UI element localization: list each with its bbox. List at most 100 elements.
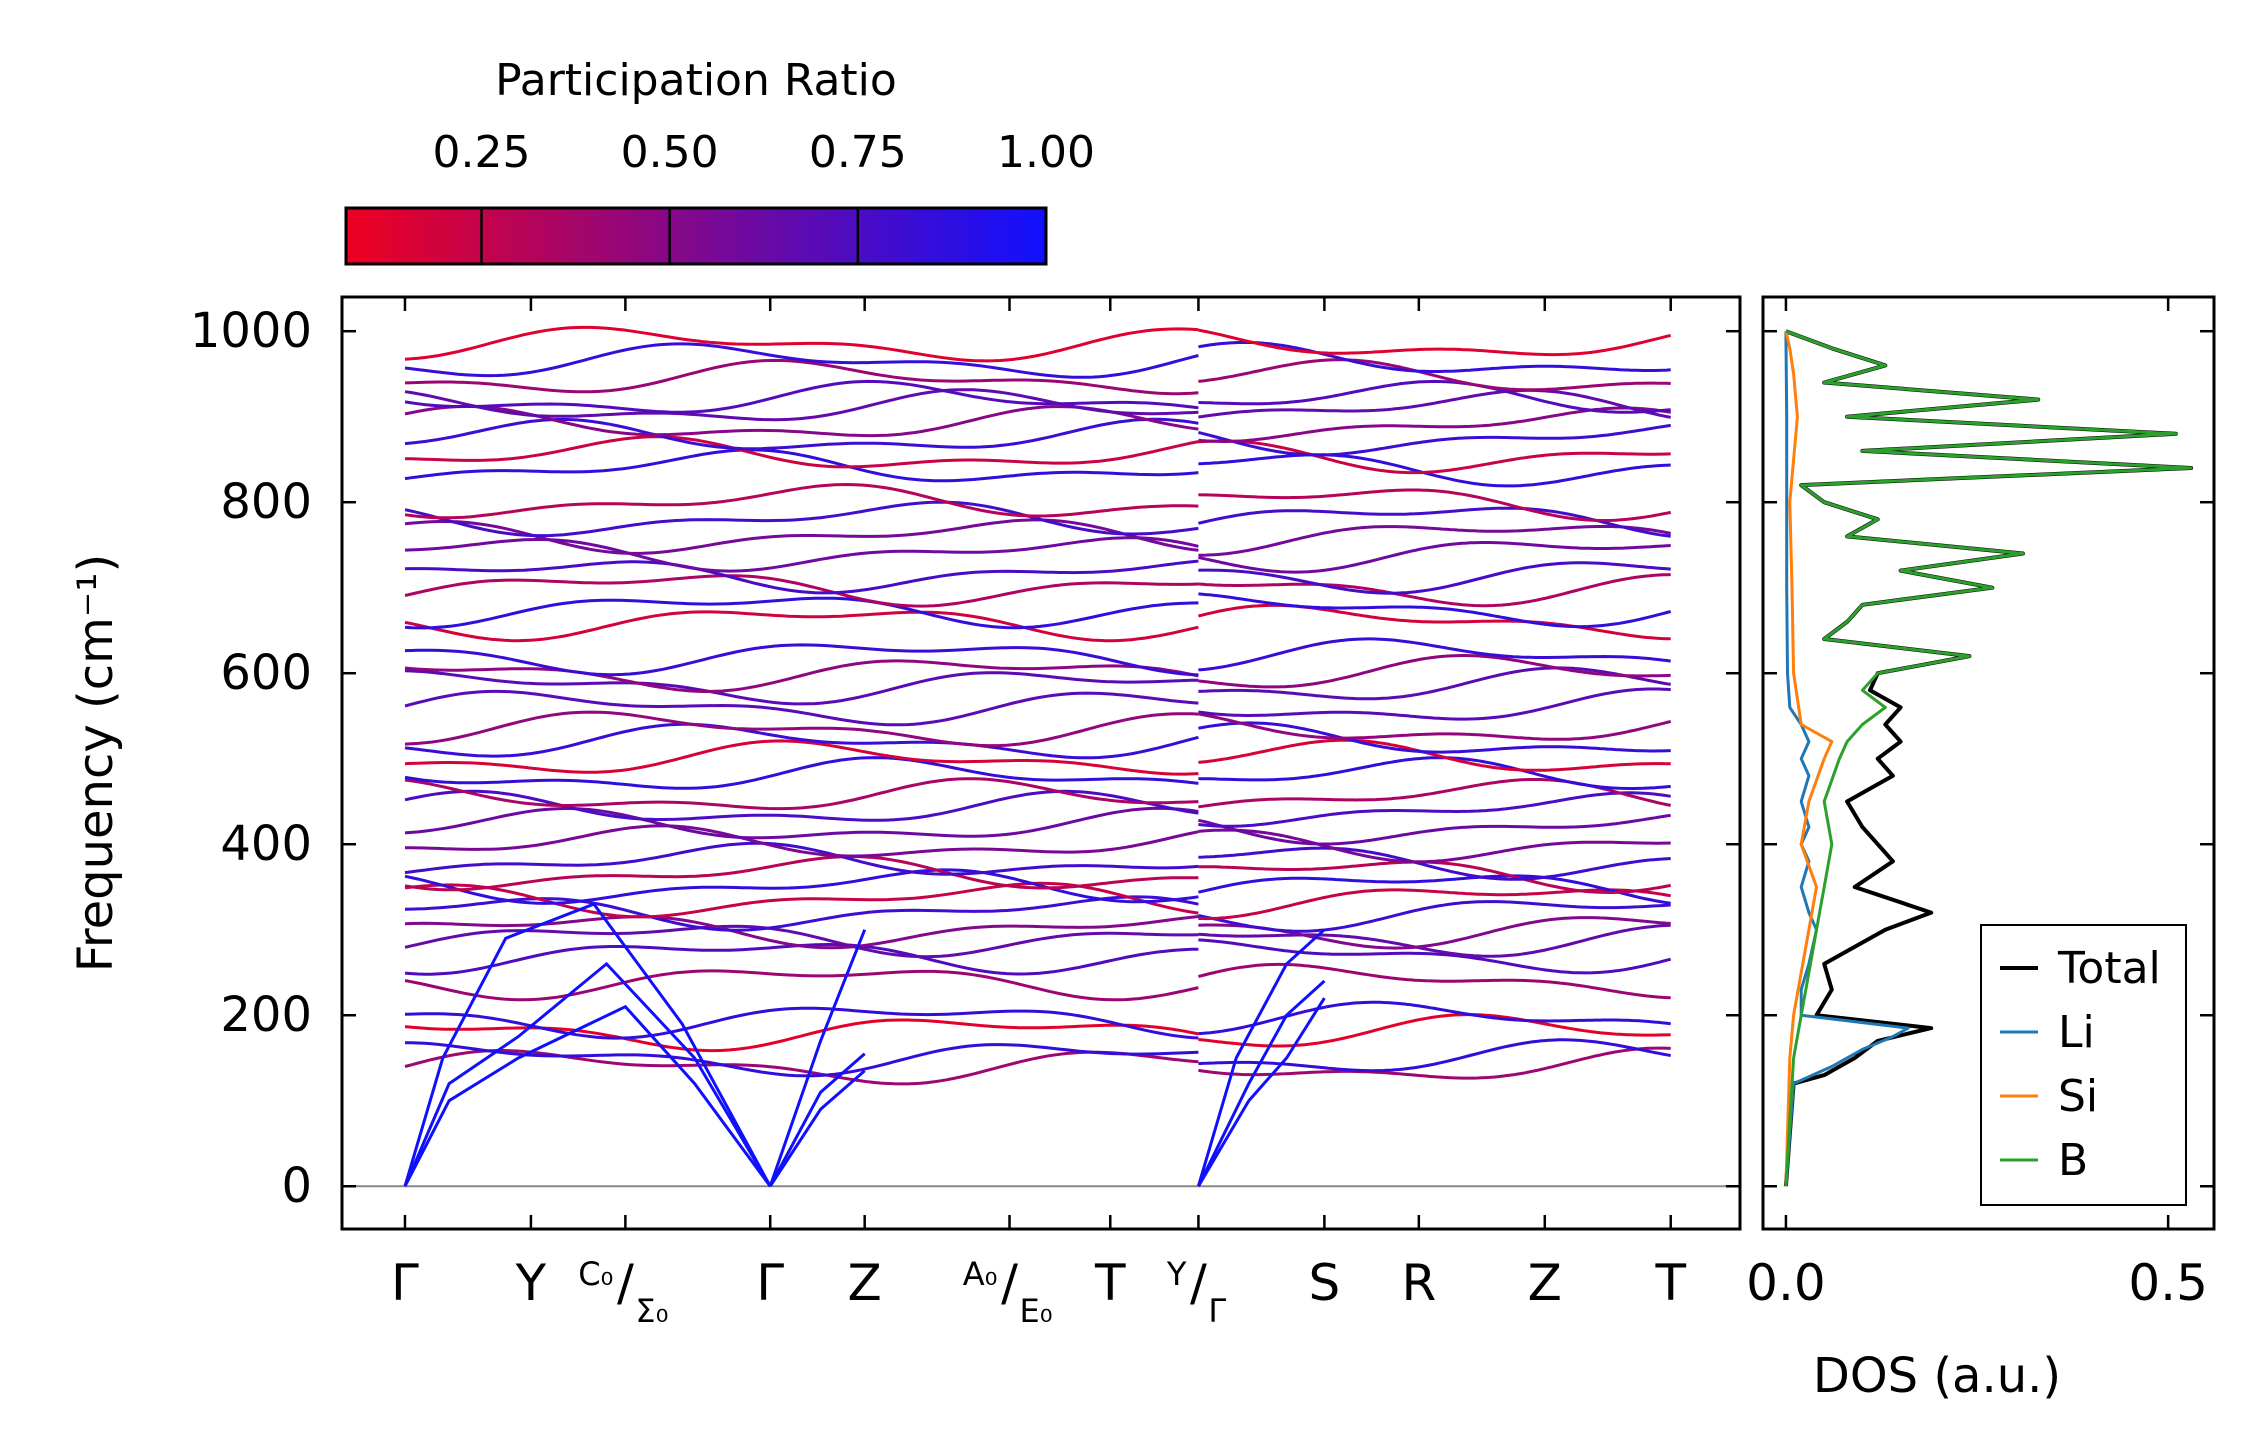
dos-series-li	[1784, 331, 1910, 1187]
optical-band	[404, 435, 1199, 469]
k-point-label: Γ	[756, 1254, 784, 1312]
optical-band	[1198, 687, 1671, 721]
optical-band	[404, 722, 1199, 760]
k-point-label: S	[1309, 1254, 1341, 1312]
y-tick-label: 200	[220, 987, 312, 1043]
optical-band	[1198, 654, 1671, 689]
optical-band	[1198, 874, 1671, 905]
dos-panel-frame	[1761, 295, 2216, 1231]
legend-label: Si	[2058, 1071, 2098, 1122]
k-point-label-num: C₀	[578, 1255, 613, 1293]
optical-band	[1198, 340, 1671, 373]
k-point-label: Γ	[391, 1254, 419, 1312]
optical-band	[404, 881, 1199, 919]
optical-band	[1198, 1038, 1671, 1073]
optical-band	[1198, 916, 1671, 950]
dos-x-tick-label: 0.0	[1746, 1254, 1826, 1312]
colorbar-title: Participation Ratio	[495, 55, 897, 106]
acoustic-band	[768, 929, 867, 1187]
optical-band	[1198, 666, 1671, 701]
optical-band	[1198, 488, 1672, 522]
y-axis-label: Frequency (cm⁻¹)	[68, 554, 124, 972]
optical-band	[404, 710, 1199, 748]
colorbar-tick-label: 0.50	[621, 127, 719, 178]
optical-band	[1198, 561, 1671, 595]
optical-band	[404, 868, 1199, 905]
legend-label: Li	[2058, 1007, 2095, 1058]
optical-band	[1198, 923, 1671, 958]
k-point-label-num: A₀	[963, 1255, 998, 1293]
optical-band	[1198, 938, 1672, 975]
dos-x-tick-label: 0.5	[2128, 1254, 2208, 1312]
band-panel-frame	[340, 295, 1742, 1231]
optical-band	[404, 942, 1199, 976]
acoustic-band	[1196, 928, 1326, 1187]
k-point-split-label: C₀ / Σ₀	[578, 1254, 668, 1330]
optical-band	[404, 689, 1199, 727]
optical-band	[1198, 637, 1671, 672]
optical-band	[1198, 524, 1672, 557]
legend-box	[1980, 924, 2187, 1206]
optical-band	[1198, 813, 1671, 846]
optical-band	[1198, 900, 1671, 933]
optical-band	[404, 379, 1199, 414]
k-point-label: Z	[848, 1254, 882, 1312]
optical-band	[404, 739, 1199, 776]
y-tick-label: 600	[220, 645, 312, 701]
acoustic-band	[768, 1052, 866, 1187]
optical-band	[404, 610, 1199, 643]
optical-band	[1198, 453, 1671, 488]
colorbar-tick-label: 0.25	[432, 127, 530, 178]
optical-band	[404, 1006, 1199, 1040]
dos-series-si	[1784, 330, 1834, 1187]
legend-label: B	[2058, 1135, 2088, 1186]
y-tick-label: 0	[281, 1158, 312, 1214]
optical-band	[1198, 712, 1672, 741]
optical-band	[1198, 388, 1671, 419]
optical-band	[1198, 573, 1671, 608]
optical-band	[1198, 592, 1672, 629]
k-point-label: R	[1401, 1254, 1436, 1312]
acoustic-band	[1197, 997, 1326, 1187]
optical-band	[404, 1041, 1199, 1078]
optical-band	[404, 448, 1199, 483]
optical-band	[1198, 358, 1671, 392]
optical-band	[1198, 506, 1671, 538]
y-tick-label: 1000	[190, 303, 312, 359]
colorbar-gradient	[346, 208, 1046, 264]
colorbar-frame	[344, 206, 1048, 266]
optical-band	[404, 358, 1199, 396]
acoustic-band	[403, 902, 772, 1187]
optical-band	[404, 1049, 1199, 1086]
optical-band	[1198, 1046, 1671, 1080]
k-point-label-num: Y	[1166, 1255, 1187, 1293]
optical-band	[404, 841, 1199, 876]
k-point-label: Y	[515, 1254, 547, 1312]
k-point-label-den: Γ	[1208, 1292, 1226, 1330]
optical-band	[1198, 541, 1671, 574]
colorbar-tick-label: 1.00	[997, 127, 1095, 178]
optical-band	[404, 482, 1199, 520]
optical-band	[404, 969, 1199, 1002]
optical-band	[404, 659, 1199, 693]
optical-band	[1198, 756, 1671, 790]
k-point-label-den: Σ₀	[635, 1292, 668, 1330]
optical-band	[404, 500, 1199, 538]
optical-band	[404, 536, 1199, 573]
optical-band	[405, 824, 1199, 858]
optical-band	[404, 518, 1199, 555]
k-point-label-slash: /	[1190, 1254, 1207, 1312]
legend: Total Li Si B	[1980, 924, 2187, 1206]
optical-band	[404, 643, 1199, 677]
k-point-label: T	[1094, 1254, 1126, 1312]
optical-band	[1198, 603, 1671, 641]
acoustic-band	[403, 961, 772, 1187]
optical-band	[404, 417, 1199, 451]
optical-band	[1198, 791, 1671, 828]
optical-band	[404, 777, 1199, 811]
optical-band	[1198, 379, 1671, 414]
optical-band	[404, 924, 1199, 959]
optical-band	[404, 669, 1199, 706]
k-point-split-label: Y / Γ	[1166, 1254, 1227, 1330]
